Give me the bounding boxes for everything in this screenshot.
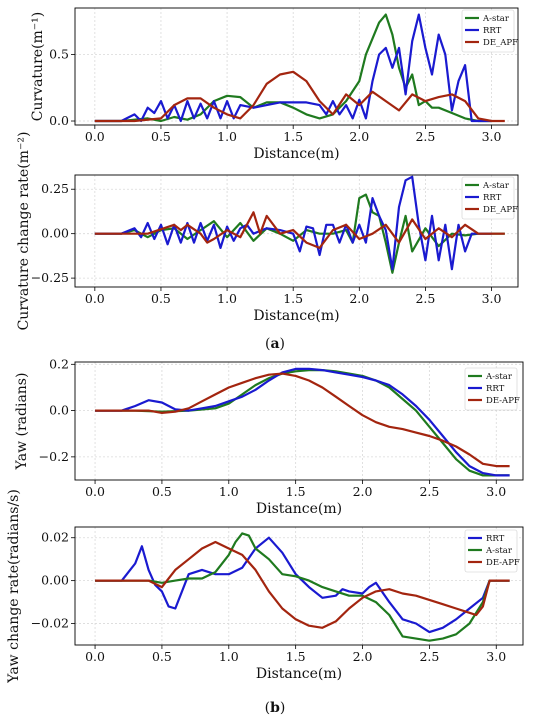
series-line-rrt xyxy=(94,175,492,271)
x-tick-label: 3.0 xyxy=(482,291,502,306)
legend-label-rrt: RRT xyxy=(483,193,502,203)
x-tick-label: 1.0 xyxy=(217,129,237,144)
x-axis-label: Distance(m) xyxy=(253,146,339,162)
x-tick-label: 0.5 xyxy=(151,129,171,144)
y-tick-label: 0.02 xyxy=(41,530,69,545)
plot-frame xyxy=(74,7,519,126)
y-tick-label: 0.0 xyxy=(49,403,69,418)
y-tick-label: 0.2 xyxy=(49,356,69,371)
y-tick-label: 0.5 xyxy=(49,47,69,62)
x-tick-label: 2.0 xyxy=(349,129,369,144)
x-tick-label: 3.0 xyxy=(486,484,506,499)
x-tick-label: 0.5 xyxy=(152,484,172,499)
x-tick-label: 2.5 xyxy=(415,291,435,306)
x-tick-label: 1.5 xyxy=(286,484,306,499)
yaw-plot: 0.0 0.5 1.0 1.5 2.0 2.5 3.0 0.2 0.0 −0.2 Distance(… xyxy=(14,356,524,517)
y-tick-label: 0.25 xyxy=(41,181,69,196)
y-axis-label: Curvature change rate(m⁻²) xyxy=(16,132,32,331)
series-line-rrt xyxy=(95,367,510,477)
series-line-de-apf xyxy=(94,70,505,123)
y-axis-label: Yaw change rate(radians/s) xyxy=(6,489,22,684)
series-line-a-star xyxy=(95,532,510,642)
x-tick-label: 0.0 xyxy=(85,129,105,144)
x-tick-label: 1.5 xyxy=(283,291,303,306)
caption-b: (b) xyxy=(265,700,286,716)
y-tick-label: 0.0 xyxy=(49,113,69,128)
legend-label-a-star: A-star xyxy=(482,181,510,191)
series-line-rrt xyxy=(94,13,492,123)
caption-a: (a) xyxy=(265,336,285,352)
x-tick-label: 1.5 xyxy=(283,129,303,144)
x-tick-label: 2.0 xyxy=(353,649,373,664)
yaw-change-rate-plot: 0.0 0.5 1.0 1.5 2.0 2.5 3.0 0.02 0.00 −0.02 Distan… xyxy=(6,489,524,684)
series-line-rrt xyxy=(95,536,510,634)
x-tick-label: 2.0 xyxy=(353,484,373,499)
x-tick-label: 1.0 xyxy=(219,484,239,499)
legend-label-de-apf: DE_APF xyxy=(483,205,518,215)
x-tick-label: 2.0 xyxy=(349,291,369,306)
legend-label-de-apf: DE-APF xyxy=(486,396,520,406)
legend-label-de-apf: DE-APF xyxy=(486,558,520,568)
series-group xyxy=(94,13,505,123)
legend-label-rrt: RRT xyxy=(486,384,505,394)
legend-label-a-star: A-star xyxy=(482,14,510,24)
plot-frame xyxy=(74,526,524,646)
legend-label-a-star: A-star xyxy=(485,546,513,556)
y-tick-label: −0.2 xyxy=(39,449,69,464)
y-axis-label: Curvature(m⁻¹) xyxy=(30,12,46,122)
legend-label-rrt: RRT xyxy=(483,26,502,36)
x-tick-label: 2.5 xyxy=(419,484,439,499)
series-line-de-apf xyxy=(95,372,510,468)
x-tick-label: 1.5 xyxy=(286,649,306,664)
x-tick-label: 2.5 xyxy=(415,129,435,144)
x-tick-label: 1.0 xyxy=(217,291,237,306)
y-tick-label: 0.00 xyxy=(41,573,69,588)
series-group xyxy=(95,367,510,477)
series-line-a-star xyxy=(94,193,505,274)
x-tick-label: 0.0 xyxy=(85,649,105,664)
plot-frame xyxy=(74,361,524,481)
series-line-de-apf xyxy=(94,211,505,249)
series-group xyxy=(94,175,505,274)
x-tick-label: 0.0 xyxy=(85,291,105,306)
legend-label-de-apf: DE_APF xyxy=(483,38,518,48)
curvature-change-rate-plot: 0.0 0.5 1.0 1.5 2.0 2.5 3.0 0.25 0.00 −0.25 Distan… xyxy=(16,132,519,331)
x-axis-label: Distance(m) xyxy=(256,666,342,682)
series-group xyxy=(95,532,510,642)
y-tick-label: 0.00 xyxy=(41,226,69,241)
x-tick-label: 0.5 xyxy=(152,649,172,664)
x-tick-label: 0.0 xyxy=(85,484,105,499)
series-line-de-apf xyxy=(95,540,510,629)
x-tick-label: 3.0 xyxy=(486,649,506,664)
x-tick-label: 0.5 xyxy=(151,291,171,306)
x-axis-label: Distance(m) xyxy=(253,308,339,324)
y-tick-label: −0.02 xyxy=(31,616,69,631)
series-line-a-star xyxy=(95,369,510,477)
curvature-plot: 0.0 0.5 1.0 1.5 2.0 2.5 3.0 0.0 0.5 Distance(m) Cu… xyxy=(30,7,519,162)
x-tick-label: 3.0 xyxy=(482,129,502,144)
y-axis-label: Yaw (radians) xyxy=(14,373,30,471)
legend-label-a-star: A-star xyxy=(485,372,513,382)
plot-frame xyxy=(74,174,519,288)
y-tick-label: −0.25 xyxy=(31,270,69,285)
x-tick-label: 1.0 xyxy=(219,649,239,664)
legend-label-rrt: RRT xyxy=(486,534,505,544)
x-axis-label: Distance(m) xyxy=(256,501,342,517)
x-tick-label: 2.5 xyxy=(419,649,439,664)
